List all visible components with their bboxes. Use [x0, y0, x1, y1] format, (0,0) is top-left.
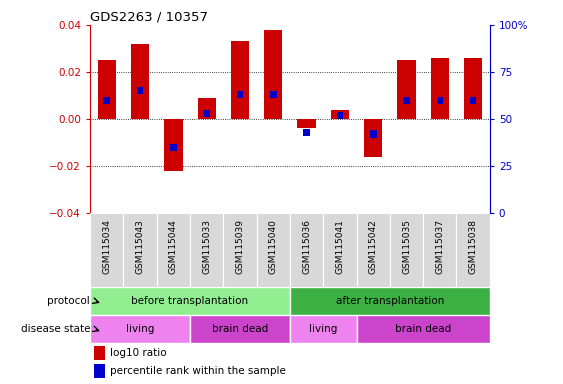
- Bar: [356, 315, 490, 343]
- Bar: [297, 119, 316, 128]
- Bar: [403, 97, 410, 104]
- Bar: [97, 60, 116, 119]
- Bar: [370, 131, 377, 137]
- Bar: [190, 315, 290, 343]
- Bar: [423, 213, 457, 287]
- Bar: [390, 213, 423, 287]
- Bar: [330, 109, 349, 119]
- Bar: [131, 44, 149, 119]
- Text: brain dead: brain dead: [212, 324, 268, 334]
- Bar: [337, 112, 343, 119]
- Text: GSM115041: GSM115041: [336, 219, 345, 274]
- Bar: [323, 213, 356, 287]
- Bar: [198, 98, 216, 119]
- Bar: [94, 364, 105, 378]
- Bar: [397, 60, 415, 119]
- Text: living: living: [309, 324, 337, 334]
- Bar: [464, 58, 482, 119]
- Bar: [104, 97, 110, 104]
- Text: GSM115033: GSM115033: [202, 219, 211, 274]
- Bar: [164, 119, 182, 170]
- Bar: [290, 315, 356, 343]
- Bar: [457, 213, 490, 287]
- Text: GSM115044: GSM115044: [169, 219, 178, 274]
- Text: living: living: [126, 324, 154, 334]
- Bar: [157, 213, 190, 287]
- Bar: [270, 91, 276, 98]
- Bar: [431, 58, 449, 119]
- Bar: [137, 87, 144, 94]
- Text: protocol: protocol: [47, 296, 90, 306]
- Bar: [364, 119, 382, 157]
- Bar: [170, 144, 177, 151]
- Text: before transplantation: before transplantation: [131, 296, 249, 306]
- Text: GDS2263 / 10357: GDS2263 / 10357: [90, 11, 208, 24]
- Text: brain dead: brain dead: [395, 324, 452, 334]
- Text: GSM115039: GSM115039: [235, 219, 244, 274]
- Bar: [470, 97, 476, 104]
- Bar: [290, 287, 490, 315]
- Bar: [231, 41, 249, 119]
- Text: after transplantation: after transplantation: [336, 296, 444, 306]
- Text: GSM115037: GSM115037: [435, 219, 444, 274]
- Bar: [203, 110, 210, 117]
- Text: disease state: disease state: [21, 324, 90, 334]
- Text: log10 ratio: log10 ratio: [110, 348, 167, 358]
- Text: GSM115035: GSM115035: [402, 219, 411, 274]
- Bar: [90, 213, 123, 287]
- Bar: [224, 213, 257, 287]
- Text: GSM115034: GSM115034: [102, 219, 111, 274]
- Text: percentile rank within the sample: percentile rank within the sample: [110, 366, 286, 376]
- Bar: [290, 213, 323, 287]
- Text: GSM115043: GSM115043: [136, 219, 145, 274]
- Text: GSM115036: GSM115036: [302, 219, 311, 274]
- Text: GSM115042: GSM115042: [369, 219, 378, 274]
- Bar: [94, 346, 105, 360]
- Bar: [257, 213, 290, 287]
- Bar: [356, 213, 390, 287]
- Bar: [264, 30, 283, 119]
- Bar: [190, 213, 224, 287]
- Bar: [236, 91, 243, 98]
- Bar: [303, 129, 310, 136]
- Text: GSM115040: GSM115040: [269, 219, 278, 274]
- Bar: [123, 213, 157, 287]
- Bar: [90, 315, 190, 343]
- Bar: [436, 97, 443, 104]
- Text: GSM115038: GSM115038: [468, 219, 477, 274]
- Bar: [90, 287, 290, 315]
